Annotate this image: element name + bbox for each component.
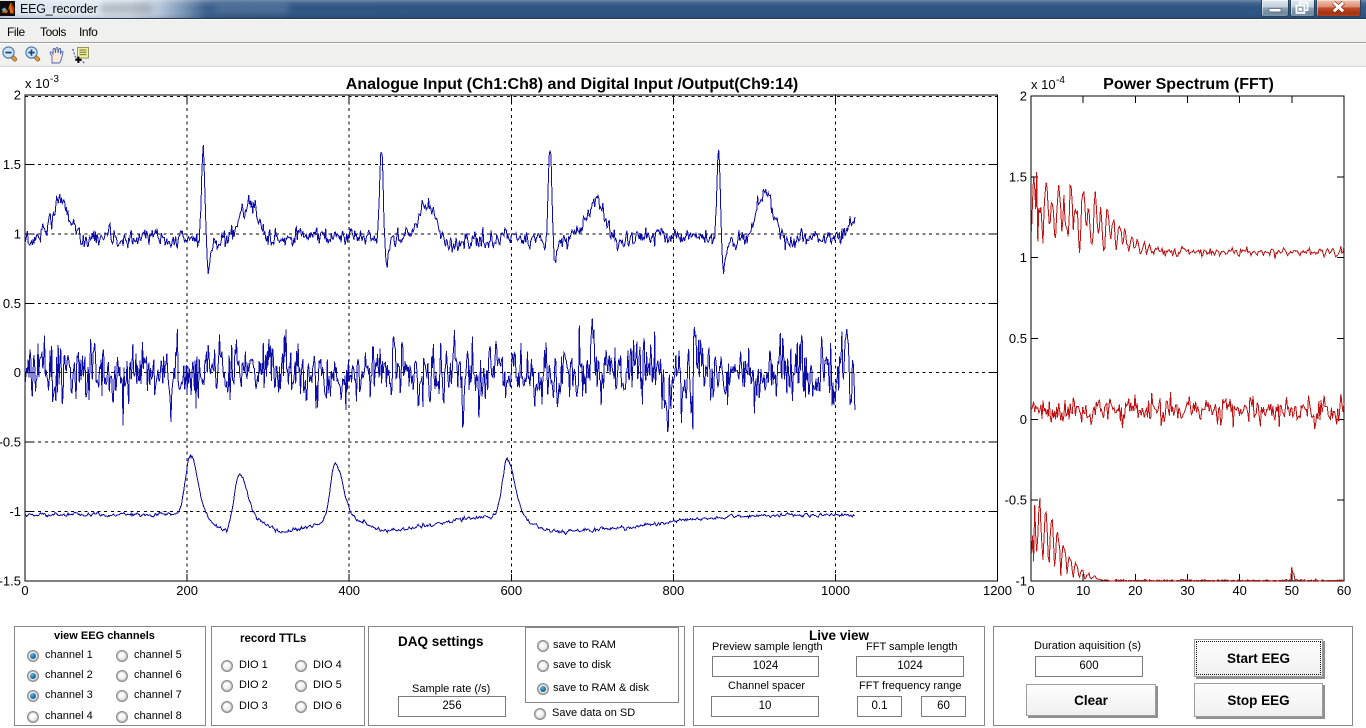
svg-text:Analogue Input (Ch1:Ch8) and D: Analogue Input (Ch1:Ch8) and Digital Inp… bbox=[346, 76, 798, 93]
svg-text:0: 0 bbox=[21, 583, 28, 598]
svg-text:1200: 1200 bbox=[983, 583, 1012, 598]
svg-text:-3: -3 bbox=[50, 74, 59, 85]
svg-text:1: 1 bbox=[14, 226, 21, 241]
svg-text:200: 200 bbox=[176, 583, 198, 598]
svg-text:Power Spectrum (FFT): Power Spectrum (FFT) bbox=[1103, 76, 1274, 93]
svg-text:-0.5: -0.5 bbox=[1005, 493, 1027, 508]
svg-text:0.5: 0.5 bbox=[1009, 331, 1027, 346]
svg-text:40: 40 bbox=[1232, 583, 1246, 598]
svg-text:-0.5: -0.5 bbox=[0, 435, 21, 450]
svg-text:1.5: 1.5 bbox=[1009, 169, 1027, 184]
svg-text:0: 0 bbox=[14, 365, 21, 380]
svg-text:-1: -1 bbox=[1015, 574, 1027, 589]
svg-text:20: 20 bbox=[1128, 583, 1142, 598]
svg-text:1.5: 1.5 bbox=[3, 157, 21, 172]
svg-text:50: 50 bbox=[1285, 583, 1299, 598]
svg-text:1: 1 bbox=[1020, 250, 1027, 265]
svg-text:800: 800 bbox=[663, 583, 685, 598]
svg-text:60: 60 bbox=[1337, 583, 1351, 598]
svg-text:0: 0 bbox=[1020, 412, 1027, 427]
svg-text:10: 10 bbox=[1076, 583, 1090, 598]
svg-text:600: 600 bbox=[500, 583, 522, 598]
svg-text:2: 2 bbox=[14, 88, 21, 103]
svg-text:1000: 1000 bbox=[821, 583, 850, 598]
svg-text:-4: -4 bbox=[1056, 75, 1065, 86]
svg-text:2: 2 bbox=[1020, 89, 1027, 104]
svg-text:30: 30 bbox=[1180, 583, 1194, 598]
svg-text:0.5: 0.5 bbox=[3, 296, 21, 311]
svg-text:x 10: x 10 bbox=[1031, 77, 1056, 92]
svg-text:0: 0 bbox=[1027, 583, 1034, 598]
svg-text:-1.5: -1.5 bbox=[0, 574, 21, 589]
svg-text:x 10: x 10 bbox=[25, 76, 50, 91]
svg-text:-1: -1 bbox=[9, 504, 21, 519]
svg-text:400: 400 bbox=[338, 583, 360, 598]
